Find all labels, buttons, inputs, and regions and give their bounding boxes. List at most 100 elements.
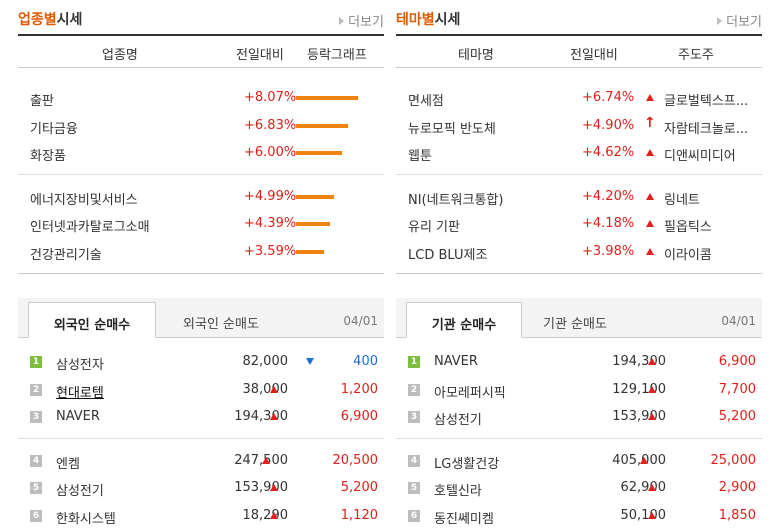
change-value: +3.59% <box>244 243 297 259</box>
industry-row[interactable]: 건강관리기술 +3.59% <box>18 238 384 266</box>
industry-more-link[interactable]: 더보기 <box>339 11 384 30</box>
industry-row[interactable]: 에너지장비및서비스 +4.99% <box>18 183 384 211</box>
rank-row[interactable]: 1 삼성전자 82,000 400 <box>18 348 384 376</box>
more-arrow-icon <box>717 17 723 25</box>
stock-diff: 1,850 <box>718 507 756 523</box>
stock-name[interactable]: NAVER <box>56 409 100 424</box>
change-value: +4.20% <box>582 188 635 204</box>
rank-badge: 5 <box>30 482 42 494</box>
rank-row[interactable]: 3 NAVER 194,300 6,900 <box>18 403 384 431</box>
rank-row[interactable]: 2 아모레퍼시픽 129,100 7,700 <box>396 376 762 404</box>
triangle-up-icon <box>640 456 648 464</box>
stock-name[interactable]: 동진쎄미켐 <box>434 511 494 527</box>
change-value: +3.98% <box>582 243 635 259</box>
theme-title-rest: 시세 <box>434 12 461 28</box>
tab-foreign-buy[interactable]: 외국인 순매수 <box>28 302 156 338</box>
stock-diff: 6,900 <box>340 409 378 424</box>
triangle-up-icon <box>648 484 656 491</box>
foreign-date: 04/01 <box>343 314 378 328</box>
theme-row[interactable]: LCD BLU제조 +3.98% 이라이콤 <box>396 238 762 266</box>
triangle-down-icon <box>306 358 314 365</box>
row-divider <box>18 437 384 439</box>
theme-row[interactable]: 유리 기판 +4.18% 필옵틱스 <box>396 210 762 238</box>
arrow-up-icon: ↑ <box>644 114 656 131</box>
stock-name[interactable]: 삼성전기 <box>434 413 482 428</box>
industry-rows: 출판 +8.07% 기타금융 +6.83% 화장품 +6.00% 에너지장비및서비스 +4.9… <box>18 68 384 274</box>
triangle-up-icon <box>646 220 654 227</box>
industry-name[interactable]: 기타금융 <box>30 121 78 137</box>
rank-row[interactable]: 4 LG생활건강 405,000 25,000 <box>396 447 762 475</box>
theme-more-link[interactable]: 더보기 <box>717 11 762 30</box>
tab-institution-sell[interactable]: 기관 순매도 <box>543 317 607 332</box>
change-bar <box>296 222 330 226</box>
industry-title-bar: 업종별시세 더보기 <box>18 0 384 36</box>
industry-name[interactable]: 출판 <box>30 94 54 109</box>
industry-more-label: 더보기 <box>348 15 384 30</box>
stock-price: 18,290 <box>242 507 289 523</box>
theme-name[interactable]: 면세점 <box>408 94 444 109</box>
theme-name[interactable]: LCD BLU제조 <box>408 247 488 263</box>
industry-row[interactable]: 출판 +8.07% <box>18 84 384 112</box>
stock-name[interactable]: 아모레퍼시픽 <box>434 385 506 401</box>
stock-name[interactable]: 현대로템 <box>56 385 104 401</box>
industry-row[interactable]: 화장품 +6.00% <box>18 139 384 167</box>
leader-stock[interactable]: 이라이콤 <box>664 247 712 263</box>
leader-stock[interactable]: 필옵틱스 <box>664 220 712 235</box>
theme-row[interactable]: NI(네트워크통합) +4.20% 링네트 <box>396 183 762 211</box>
rank-row[interactable]: 1 NAVER 194,300 6,900 <box>396 348 762 376</box>
leader-stock[interactable]: 자람테크놀로... <box>664 121 749 137</box>
tab-foreign-sell[interactable]: 외국인 순매도 <box>183 317 259 332</box>
triangle-up-icon <box>648 511 656 519</box>
change-bar <box>296 249 324 254</box>
industry-row[interactable]: 인터넷과카탈로그소매 +4.39% <box>18 210 384 238</box>
theme-panel: 테마별시세 더보기 테마명 전일대비 주도주 면세점 +6.74% 글로벌텍스프..… <box>396 0 762 274</box>
change-bar <box>296 123 348 128</box>
industry-name[interactable]: 건강관리기술 <box>30 247 102 263</box>
col-graph: 등락그래프 <box>307 48 367 63</box>
theme-rows: 면세점 +6.74% 글로벌텍스프... 뉴로모픽 반도체 +4.90% ↑ 자람테크놀로.… <box>396 68 762 274</box>
leader-stock[interactable]: 링네트 <box>664 192 700 208</box>
change-value: +4.18% <box>582 216 635 231</box>
rank-row[interactable]: 2 현대로템 38,000 1,200 <box>18 376 384 404</box>
tab-institution-buy[interactable]: 기관 순매수 <box>406 302 522 338</box>
rank-row[interactable]: 4 엔켐 247,500 20,500 <box>18 447 384 475</box>
stock-name[interactable]: 호텔신라 <box>434 484 482 499</box>
industry-name[interactable]: 인터넷과카탈로그소매 <box>30 220 150 235</box>
change-value: +4.99% <box>244 188 297 204</box>
theme-name[interactable]: 유리 기판 <box>408 220 460 235</box>
stock-name[interactable]: 엔켐 <box>56 456 80 472</box>
stock-price: 153,900 <box>612 409 666 424</box>
theme-name[interactable]: NI(네트워크통합) <box>408 192 504 208</box>
theme-row[interactable]: 웹툰 +4.62% 디앤씨미디어 <box>396 139 762 167</box>
stock-name[interactable]: 한화시스템 <box>56 511 116 527</box>
rank-row[interactable]: 6 동진쎄미켐 50,100 1,850 <box>396 502 762 530</box>
rank-badge: 5 <box>408 482 420 494</box>
industry-title-rest: 시세 <box>56 12 83 28</box>
leader-stock[interactable]: 글로벌텍스프... <box>664 94 749 109</box>
theme-name[interactable]: 뉴로모픽 반도체 <box>408 121 496 137</box>
stock-name[interactable]: 삼성전기 <box>56 484 104 499</box>
rank-row[interactable]: 3 삼성전기 153,900 5,200 <box>396 403 762 431</box>
industry-title: 업종별시세 <box>18 9 82 29</box>
industry-name[interactable]: 에너지장비및서비스 <box>30 192 138 208</box>
triangle-up-icon <box>648 385 656 393</box>
industry-row[interactable]: 기타금융 +6.83% <box>18 112 384 140</box>
rank-row[interactable]: 5 삼성전기 153,900 5,200 <box>18 474 384 502</box>
row-divider <box>396 173 762 175</box>
rank-badge: 4 <box>30 454 42 467</box>
leader-stock[interactable]: 디앤씨미디어 <box>664 149 736 164</box>
theme-name[interactable]: 웹툰 <box>408 149 432 164</box>
rank-row[interactable]: 5 호텔신라 62,900 2,900 <box>396 474 762 502</box>
stock-price: 50,100 <box>620 507 667 523</box>
theme-row[interactable]: 면세점 +6.74% 글로벌텍스프... <box>396 84 762 112</box>
theme-row[interactable]: 뉴로모픽 반도체 +4.90% ↑ 자람테크놀로... <box>396 112 762 140</box>
industry-name[interactable]: 화장품 <box>30 149 66 164</box>
stock-name[interactable]: NAVER <box>434 354 478 369</box>
triangle-up-icon <box>646 247 654 255</box>
stock-name[interactable]: LG생활건강 <box>434 456 500 472</box>
rank-row[interactable]: 6 한화시스템 18,290 1,120 <box>18 502 384 530</box>
stock-name[interactable]: 삼성전자 <box>56 358 104 373</box>
theme-title-highlight: 테마별 <box>396 12 435 28</box>
rank-badge: 1 <box>408 356 420 368</box>
theme-more-label: 더보기 <box>726 15 762 30</box>
